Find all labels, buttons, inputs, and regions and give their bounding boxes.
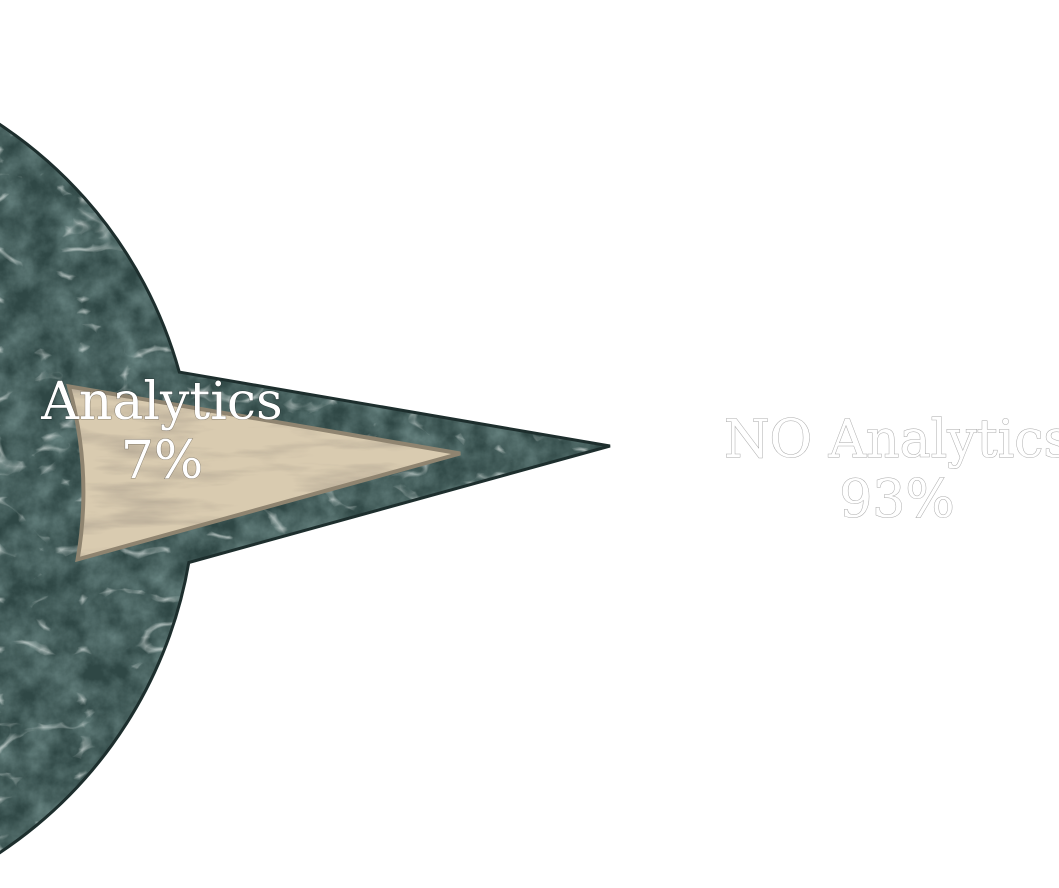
slice-analytics-outline [66, 383, 461, 563]
label-analytics-name: Analytics [40, 372, 282, 432]
label-no-analytics-value: 93% [839, 470, 955, 530]
label-no-analytics-name: NO Analytics [724, 410, 1059, 470]
label-analytics-value: 7% [121, 431, 204, 491]
